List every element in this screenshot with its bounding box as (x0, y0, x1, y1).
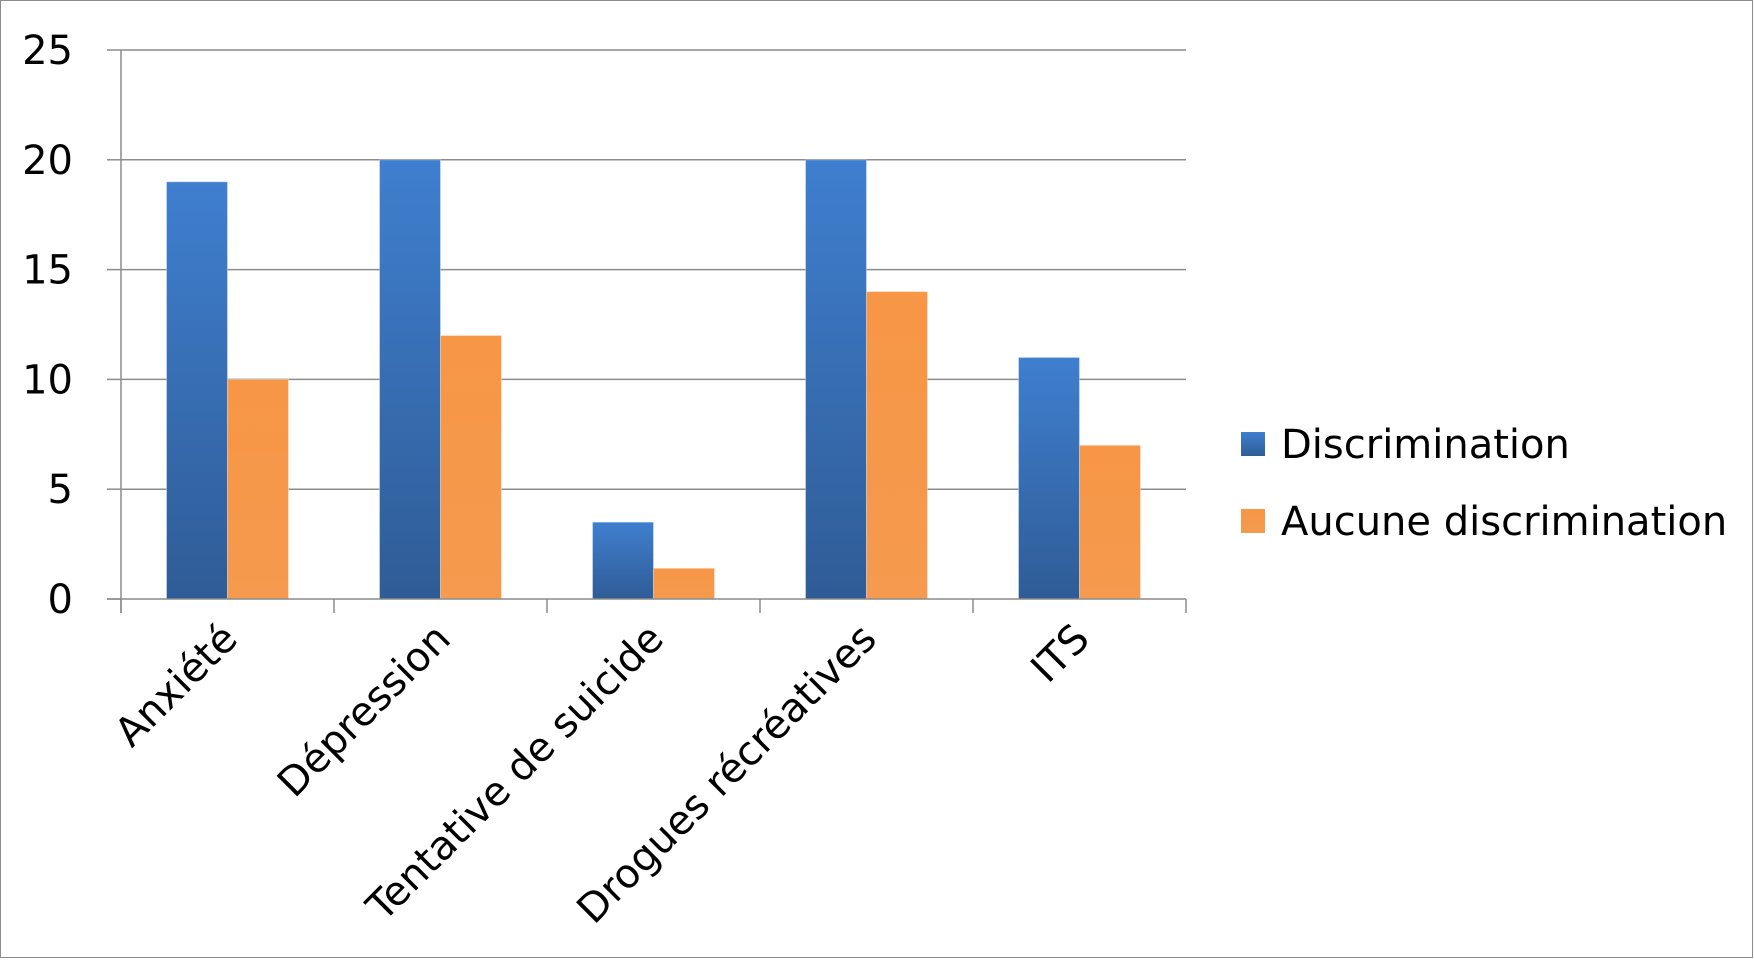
legend-swatch-aucune-discrimination (1241, 509, 1265, 533)
axes (107, 49, 1187, 613)
bar-aucune-discrimination (1079, 444, 1141, 600)
y-tick-label: 20 (22, 138, 73, 184)
y-tick-label: 15 (22, 248, 73, 294)
bar-discrimination (1018, 356, 1080, 600)
bar-aucune-discrimination (653, 567, 715, 600)
y-tick-labels: 0 5 10 15 20 25 (22, 28, 73, 623)
bar-aucune-discrimination (440, 334, 502, 600)
y-tick-label: 10 (22, 357, 73, 403)
bars (166, 159, 1141, 600)
x-tick-label: Anxiété (106, 616, 246, 756)
y-tick-label: 25 (22, 28, 73, 74)
legend-label: Aucune discrimination (1281, 499, 1727, 545)
bar-discrimination (166, 181, 228, 600)
legend: Discrimination Aucune discrimination (1241, 422, 1727, 545)
y-tick-label: 5 (48, 467, 73, 513)
bar-aucune-discrimination (227, 378, 289, 600)
x-tick-label: Dépression (269, 616, 460, 807)
gridlines (121, 49, 1186, 490)
bar-discrimination (805, 159, 867, 600)
bar-discrimination (592, 521, 654, 600)
legend-swatch-discrimination (1241, 432, 1265, 456)
bar-discrimination (379, 159, 441, 600)
bar-aucune-discrimination (866, 291, 928, 600)
legend-label: Discrimination (1281, 422, 1570, 468)
y-tick-label: 0 (48, 577, 73, 623)
x-tick-label: ITS (1022, 616, 1098, 692)
